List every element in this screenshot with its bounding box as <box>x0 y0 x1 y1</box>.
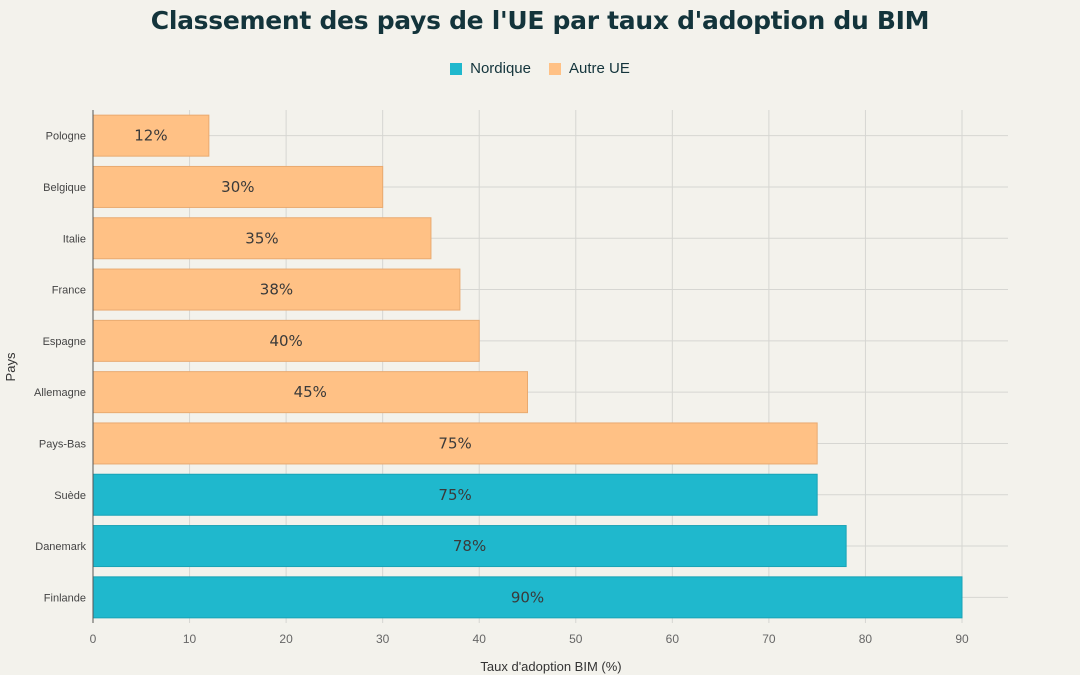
chart-title: Classement des pays de l'UE par taux d'a… <box>150 6 930 35</box>
y-tick-label: Espagne <box>43 336 86 348</box>
bar[interactable] <box>92 217 432 260</box>
bars: 12% 30% 35% 38% 40% 45% 75% 75% 78% 90% <box>92 114 963 619</box>
bar-value-label: 75% <box>438 434 471 452</box>
bar[interactable] <box>92 576 963 619</box>
bar[interactable] <box>92 165 384 208</box>
bar-value-label: 38% <box>260 281 293 299</box>
y-tick-label: Finlande <box>44 592 86 604</box>
x-tick-label: 90 <box>955 632 969 646</box>
y-tick-label: Italie <box>63 233 86 245</box>
chart-legend: Nordique Autre UE <box>0 60 1080 77</box>
x-tick-label: 80 <box>859 632 873 646</box>
y-tick-label: France <box>52 285 86 297</box>
x-tick-label: 0 <box>90 632 97 646</box>
bar-value-label: 30% <box>221 178 254 196</box>
y-tick-label: Suède <box>54 490 86 502</box>
y-tick-label: Pologne <box>46 131 86 143</box>
y-tick-label: Pays-Bas <box>39 438 87 450</box>
x-tick-label: 20 <box>279 632 293 646</box>
x-axis-title: Taux d'adoption BIM (%) <box>480 659 621 674</box>
legend-label-autre-ue: Autre UE <box>569 60 630 77</box>
y-axis-title: Pays <box>3 352 18 381</box>
legend-swatch-nordique <box>450 62 463 75</box>
x-tick-label: 10 <box>183 632 197 646</box>
bar[interactable] <box>92 422 818 465</box>
legend-label-nordique: Nordique <box>470 60 531 77</box>
bar-value-label: 40% <box>269 332 302 350</box>
x-tick-label: 50 <box>569 632 583 646</box>
bar[interactable] <box>92 319 480 362</box>
y-tick-label: Belgique <box>43 182 86 194</box>
bar[interactable] <box>92 473 818 516</box>
bar-value-label: 35% <box>245 229 278 247</box>
bar[interactable] <box>92 268 461 311</box>
bar-value-label: 90% <box>511 588 544 606</box>
bar-value-label: 45% <box>294 383 327 401</box>
x-tick-label: 70 <box>762 632 776 646</box>
bar[interactable] <box>92 114 210 157</box>
legend-swatch-autre-ue <box>549 62 561 75</box>
y-tick-label: Allemagne <box>34 387 86 399</box>
y-tick-label: Danemark <box>35 541 86 553</box>
bar[interactable] <box>92 371 528 414</box>
bar-value-label: 12% <box>134 127 167 145</box>
bar-value-label: 75% <box>438 486 471 504</box>
bar[interactable] <box>92 525 847 568</box>
legend-item-autre-ue[interactable]: Autre UE <box>549 60 630 77</box>
x-tick-label: 30 <box>376 632 390 646</box>
x-tick-label: 60 <box>666 632 680 646</box>
x-axis-ticks: 0 10 20 30 40 50 60 70 80 90 <box>90 632 969 646</box>
legend-item-nordique[interactable]: Nordique <box>450 60 531 77</box>
y-axis-ticks: Pologne Belgique Italie France Espagne Allema… <box>34 131 86 605</box>
bar-value-label: 78% <box>453 537 486 555</box>
x-tick-label: 40 <box>473 632 487 646</box>
